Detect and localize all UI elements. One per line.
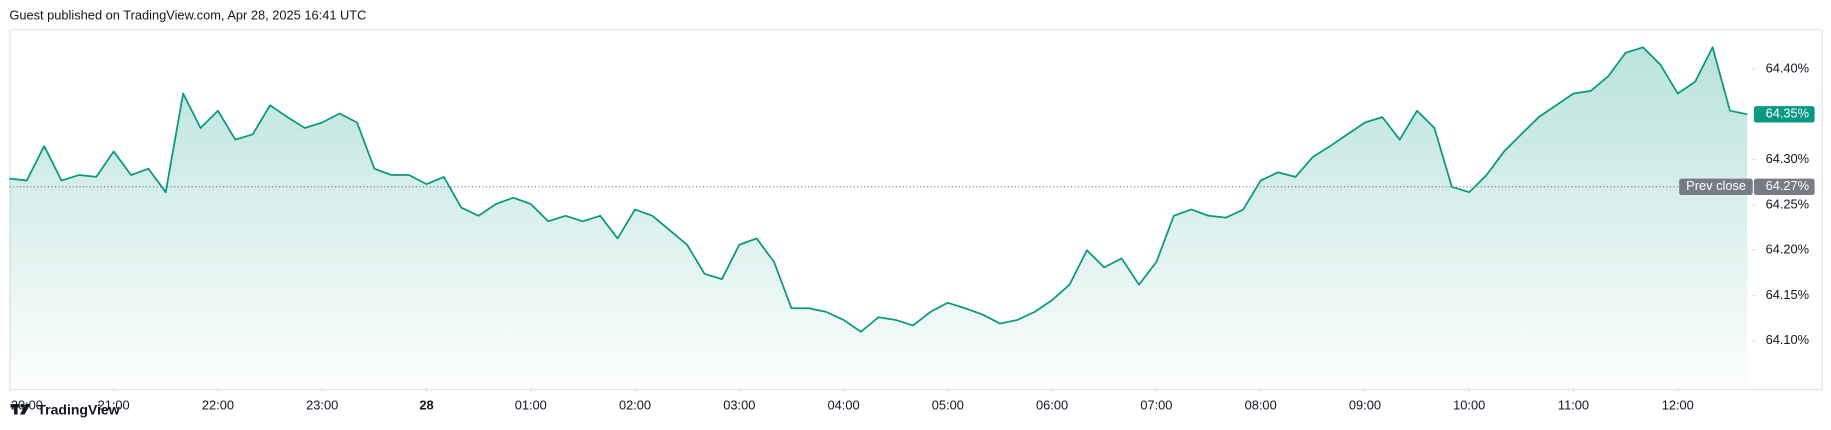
y-tick-label: 64.10% [1766, 332, 1810, 347]
x-tick-label: 10:00 [1453, 398, 1485, 413]
price-line [9, 46, 1748, 333]
x-tick-label: 02:00 [619, 398, 651, 413]
y-tick-label: 64.15% [1766, 287, 1810, 302]
prev-close-name: Prev close [1686, 178, 1746, 193]
logo [10, 403, 31, 415]
x-tick-label: 22:00 [202, 398, 234, 413]
y-tick-label: 64.30% [1766, 151, 1810, 166]
area [9, 47, 1748, 389]
x-tick-label: 08:00 [1245, 398, 1277, 413]
x-tick-label: 09:00 [1349, 398, 1381, 413]
x-tick-label: 21:00 [98, 398, 130, 413]
x-tick-label: 20:00 [11, 398, 43, 413]
x-tick-label: 05:00 [932, 398, 964, 413]
x-tick-label: 03:00 [723, 398, 755, 413]
x-tick-label: 01:00 [515, 398, 547, 413]
prev-close-box [1753, 178, 1815, 195]
last-price-box [1753, 106, 1815, 123]
x-tick-label: 07:00 [1140, 398, 1172, 413]
footer-brand: TradingView [37, 402, 119, 418]
y-tick-label: 64.20% [1766, 242, 1810, 257]
y-tick-label: 64.25% [1766, 196, 1810, 211]
header: Guest published on TradingView.com, Apr … [9, 8, 366, 23]
y-tick-label: 64.40% [1766, 60, 1810, 75]
x-tick-label: 06:00 [1036, 398, 1068, 413]
x-tick-label: 12:00 [1662, 398, 1694, 413]
x-tick-label: 28 [419, 398, 433, 413]
prev-close-name-box [1679, 178, 1753, 195]
x-tick-label: 04:00 [828, 398, 860, 413]
x-tick-label: 11:00 [1558, 398, 1589, 413]
x-tick-label: 23:00 [306, 398, 338, 413]
last-price-label: 64.35% [1766, 106, 1810, 121]
prev-close-label: 64.27% [1766, 178, 1810, 193]
